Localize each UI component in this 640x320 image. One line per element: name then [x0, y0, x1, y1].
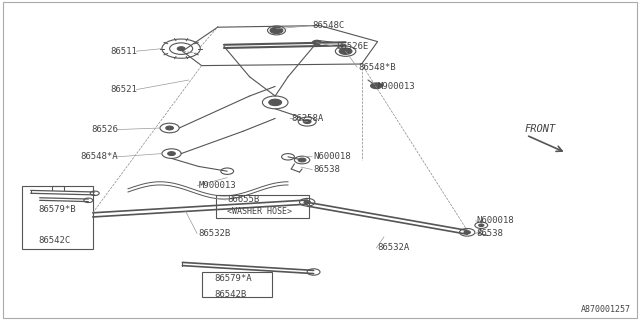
Circle shape [168, 152, 175, 156]
Circle shape [464, 231, 470, 234]
Text: M900013: M900013 [198, 181, 236, 190]
Circle shape [166, 126, 173, 130]
Bar [22, 186, 93, 249]
Text: FRONT: FRONT [525, 124, 556, 134]
Circle shape [269, 99, 282, 106]
Text: A870001257: A870001257 [580, 305, 630, 314]
Text: 86548*B: 86548*B [358, 63, 396, 72]
Circle shape [312, 40, 321, 45]
Text: 86511: 86511 [111, 47, 138, 56]
Text: N600018: N600018 [477, 216, 515, 225]
Circle shape [303, 120, 311, 124]
Text: 86521: 86521 [111, 85, 138, 94]
Circle shape [304, 201, 310, 204]
Text: N600018: N600018 [314, 152, 351, 161]
Text: 86542C: 86542C [38, 236, 70, 245]
Text: 86542B: 86542B [214, 290, 246, 299]
Text: 86532B: 86532B [198, 229, 230, 238]
Circle shape [177, 47, 185, 51]
Bar [216, 195, 309, 218]
Bar [202, 272, 272, 297]
Text: 86538: 86538 [477, 229, 504, 238]
Text: 86548C: 86548C [312, 21, 344, 30]
Text: 86548*A: 86548*A [81, 152, 118, 161]
Text: <WASHER HOSE>: <WASHER HOSE> [227, 207, 292, 216]
Circle shape [339, 48, 352, 54]
Circle shape [371, 83, 382, 89]
Text: 86526: 86526 [92, 125, 118, 134]
Circle shape [270, 27, 283, 34]
Text: 86526E: 86526E [336, 42, 368, 51]
Text: M900013: M900013 [378, 82, 415, 91]
Circle shape [479, 224, 484, 227]
Text: 86655B: 86655B [227, 196, 259, 204]
Text: 86258A: 86258A [291, 114, 323, 123]
Text: 86579*B: 86579*B [38, 205, 76, 214]
Text: 86538: 86538 [314, 165, 340, 174]
Text: 86579*A: 86579*A [214, 274, 252, 283]
Circle shape [298, 158, 306, 162]
Text: 86532A: 86532A [378, 244, 410, 252]
